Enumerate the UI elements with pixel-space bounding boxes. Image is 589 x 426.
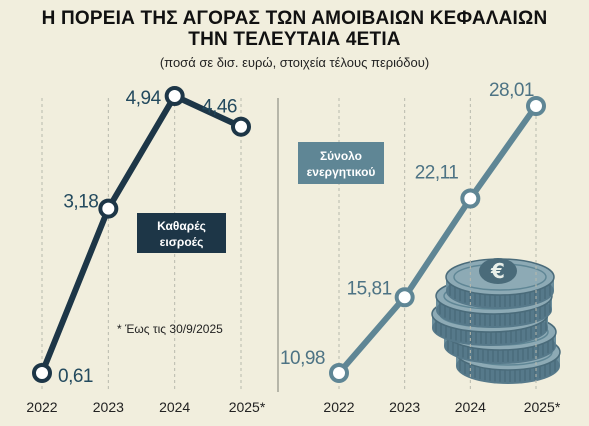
coins-illustration: €: [431, 258, 561, 384]
series-label-box: Σύνολο ενεργητικού: [298, 142, 384, 184]
series-line: [39, 93, 244, 376]
x-tick-label: 2025*: [229, 399, 266, 415]
data-point: [98, 198, 119, 219]
title-line-2: ΤΗΝ ΤΕΛΕΥΤΑΙΑ 4ΕΤΙΑ: [188, 29, 401, 50]
data-point: [164, 86, 185, 106]
data-label: 22,11: [415, 163, 459, 184]
x-tick-label: 2023: [389, 399, 420, 415]
footnote: * Έως τις 30/9/2025: [117, 322, 223, 336]
chart-panel-1: 0,61 3,18 4,94 4,46 2022 2023 2024 2025* Καθαρές…: [26, 86, 266, 415]
data-label: 28,01: [489, 80, 534, 101]
data-label: 15,81: [347, 278, 392, 299]
data-label: 3,18: [63, 192, 98, 213]
euro-icon: €: [479, 258, 517, 284]
data-point: [460, 188, 481, 209]
chart-subtitle: (ποσά σε δισ. ευρώ, στοιχεία τέλους περι…: [159, 55, 430, 70]
data-label: 4,46: [202, 97, 237, 118]
chart-title: Η ΠΟΡΕΙΑ ΤΗΣ ΑΓΟΡΑΣ ΤΩΝ ΑΜΟΙΒΑΙΩΝ ΚΕΦΑΛΑ…: [0, 8, 589, 50]
data-point: [231, 116, 251, 137]
data-label: 10,98: [280, 348, 325, 369]
coin: [445, 258, 555, 309]
svg-text:€: €: [490, 259, 505, 283]
title-line-1: Η ΠΟΡΕΙΑ ΤΗΣ ΑΓΟΡΑΣ ΤΩΝ ΑΜΟΙΒΑΙΩΝ ΚΕΦΑΛΑ…: [41, 8, 548, 29]
x-tick-label: 2022: [323, 399, 354, 415]
x-tick-label: 2024: [455, 399, 486, 415]
data-point: [526, 96, 546, 116]
data-point: [32, 363, 52, 383]
x-tick-label: 2024: [159, 399, 190, 415]
series-label-box: Καθαρές εισροές: [137, 213, 226, 253]
data-point: [329, 363, 349, 383]
x-tick-label: 2022: [26, 399, 57, 415]
data-label: 4,94: [126, 88, 162, 109]
series-line: [336, 103, 539, 376]
series-label-line-1: Σύνολο: [320, 149, 362, 163]
x-tick-label: 2025*: [524, 399, 561, 415]
chart-panel-2: 10,98 15,81 22,11 28,01 2022 2023 2024 2025* Σύν…: [280, 80, 561, 415]
series-label-line-1: Καθαρές: [157, 219, 206, 233]
series-label-line-2: εισροές: [160, 235, 204, 249]
x-tick-label: 2023: [93, 399, 124, 415]
series-label-line-2: ενεργητικού: [307, 165, 376, 179]
data-label: 0,61: [58, 366, 93, 387]
data-point: [394, 287, 415, 308]
